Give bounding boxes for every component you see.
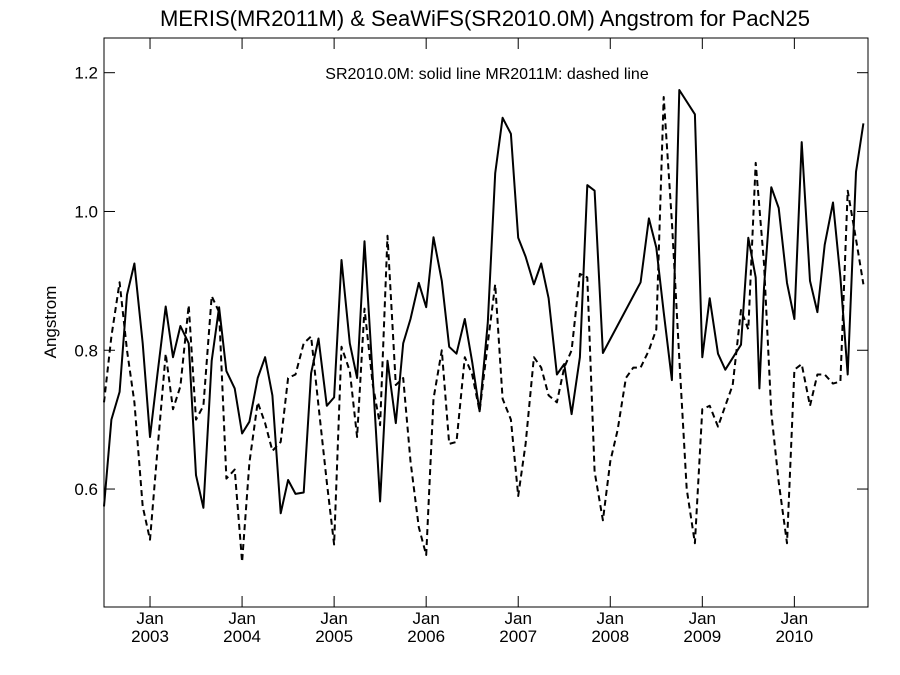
y-tick-label: 1.2 <box>74 64 98 83</box>
x-tick-month: Jan <box>412 609 439 628</box>
x-tick-year: 2003 <box>131 627 169 646</box>
x-tick-year: 2007 <box>499 627 537 646</box>
x-tick-year: 2010 <box>775 627 813 646</box>
x-tick-month: Jan <box>781 609 808 628</box>
x-tick-year: 2008 <box>591 627 629 646</box>
legend-text: SR2010.0M: solid line MR2011M: dashed li… <box>325 66 649 83</box>
x-tick-month: Jan <box>689 609 716 628</box>
plot-frame <box>103 37 869 608</box>
x-tick-month: Jan <box>136 609 163 628</box>
x-tick-month: Jan <box>505 609 532 628</box>
x-tick-year: 2005 <box>315 627 353 646</box>
x-tick-month: Jan <box>597 609 624 628</box>
x-tick-month: Jan <box>228 609 255 628</box>
y-tick-label: 0.8 <box>74 341 98 360</box>
y-tick-label: 0.6 <box>74 480 98 499</box>
x-tick-month: Jan <box>320 609 347 628</box>
chart-title: MERIS(MR2011M) & SeaWiFS(SR2010.0M) Angs… <box>160 6 810 31</box>
series-line-mr2011m <box>103 96 865 563</box>
x-axis-ticks: Jan2003Jan2004Jan2005Jan2006Jan2007Jan20… <box>131 38 813 646</box>
y-axis-label: Angstrom <box>41 286 60 359</box>
y-tick-label: 1.0 <box>74 202 98 221</box>
x-tick-year: 2006 <box>407 627 445 646</box>
y-axis-ticks: 0.6 0.8 1.0 1.2 <box>74 64 868 499</box>
x-tick-year: 2009 <box>683 627 721 646</box>
series-lines <box>103 89 865 563</box>
x-tick-year: 2004 <box>223 627 261 646</box>
series-line-sr2010-0m <box>103 89 865 515</box>
